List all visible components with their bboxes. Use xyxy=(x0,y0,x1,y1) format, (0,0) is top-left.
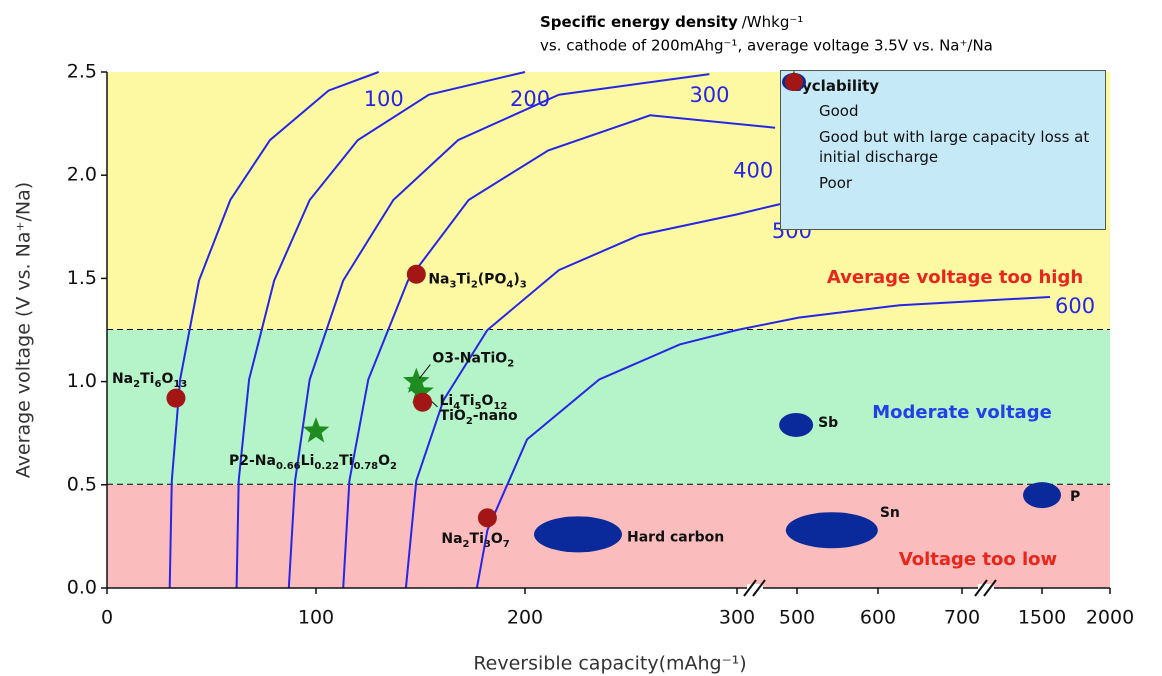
x-tick-label: 1500 xyxy=(1018,607,1066,629)
x-tick-label: 300 xyxy=(719,607,755,629)
curve-label: 600 xyxy=(1055,294,1095,318)
axis-break xyxy=(752,579,766,597)
y-tick-label: 2.0 xyxy=(67,164,97,186)
ellipse-marker xyxy=(534,516,622,553)
title-main: Specific energy density xyxy=(540,13,738,31)
energy-curve xyxy=(235,71,526,589)
chart-subtitle: vs. cathode of 200mAhg⁻¹, average voltag… xyxy=(540,37,993,55)
region xyxy=(107,330,1110,485)
circle-marker xyxy=(406,264,426,284)
point-label: Hard carbon xyxy=(627,529,724,545)
axis-break xyxy=(743,579,757,597)
legend: Cyclability Good Good but with large capa… xyxy=(780,70,1106,230)
curve-label: 400 xyxy=(733,159,773,183)
legend-label: Good xyxy=(819,102,859,120)
axis-break-gap xyxy=(747,584,763,592)
point-label: P xyxy=(1070,489,1080,505)
legend-circle xyxy=(785,73,803,91)
y-tick-label: 2.5 xyxy=(67,61,97,83)
axis-break xyxy=(983,579,997,597)
point-label: Na2Ti6O13 xyxy=(112,371,187,390)
y-axis-label: Average voltage (V vs. Na⁺/Na) xyxy=(13,182,35,478)
axis-break-gap xyxy=(978,584,994,592)
energy-curve xyxy=(287,73,710,589)
y-tick-label: 0.0 xyxy=(67,577,97,599)
y-tick-label: 1.0 xyxy=(67,370,97,392)
energy-curve xyxy=(168,71,380,589)
energy-curve xyxy=(404,203,781,589)
ellipse-marker xyxy=(1023,482,1061,509)
legend-label: Good but with large capacity loss at ini… xyxy=(819,128,1090,166)
points: O3-NaTiO2 Li4Ti5O12 P2-Na0.66Li0.22Ti0.78O… xyxy=(112,264,1080,553)
legend-title: Cyclability xyxy=(791,77,880,95)
legend-label: Poor xyxy=(819,174,853,192)
y-tick-label: 1.5 xyxy=(67,267,97,289)
energy-curve xyxy=(475,296,1051,589)
chart-title: Specific energy density/Whkg⁻¹ xyxy=(540,13,803,31)
legend-symbol-box xyxy=(785,73,819,193)
point-label: Sn xyxy=(880,505,900,521)
ellipse-marker xyxy=(785,512,878,549)
star-marker xyxy=(407,377,434,404)
region-label: Voltage too low xyxy=(899,549,1057,570)
energy-curve xyxy=(342,114,776,589)
curve-label: 300 xyxy=(689,83,729,107)
y-tick-label: 0.5 xyxy=(67,473,97,495)
axes: 0.0 0.5 1.0 1.5 2.0 2.5 0 100 200 300 500 600 700 150… xyxy=(67,61,1134,629)
point-label: Sb xyxy=(818,415,838,431)
circle-marker xyxy=(477,508,497,528)
title-unit: /Whkg⁻¹ xyxy=(742,13,804,31)
point-label: Li4Ti5O12 xyxy=(440,393,508,412)
region-label: Average voltage too high xyxy=(827,267,1083,288)
star-marker xyxy=(302,417,330,443)
x-tick-label: 200 xyxy=(507,607,543,629)
legend-item: Good xyxy=(783,71,1095,121)
point-label: Na2Ti3O7 xyxy=(441,531,509,550)
axis-break xyxy=(974,579,988,597)
x-tick-label: 100 xyxy=(298,607,334,629)
x-tick-label: 700 xyxy=(944,607,980,629)
x-tick-label: 2000 xyxy=(1086,607,1134,629)
x-tick-label: 600 xyxy=(860,607,896,629)
x-axis-label: Reversible capacity(mAhg⁻¹) xyxy=(473,653,746,675)
curve-label: 100 xyxy=(364,87,404,111)
circle-marker xyxy=(413,392,433,412)
region-label: Moderate voltage xyxy=(872,402,1052,423)
legend-item: Good but with large capacity loss at ini… xyxy=(782,73,1095,167)
star-marker xyxy=(403,367,430,393)
point-label: P2-Na0.66Li0.22Ti0.78O2 xyxy=(229,453,397,472)
x-tick-label: 500 xyxy=(779,607,815,629)
legend-symbol-box xyxy=(782,73,819,147)
point-label: Na3Ti2(PO4)3 xyxy=(428,271,526,290)
legend-symbol-box xyxy=(783,71,819,121)
point-label: O3-NaTiO2 xyxy=(432,351,514,370)
point-label: TiO2-nano xyxy=(440,408,518,427)
leader-line xyxy=(418,364,431,379)
legend-symbol xyxy=(785,73,803,91)
legend-item: Poor xyxy=(785,73,1095,193)
ellipse-marker xyxy=(779,412,814,437)
circle-marker xyxy=(166,388,186,408)
x-tick-label: 0 xyxy=(101,607,113,629)
